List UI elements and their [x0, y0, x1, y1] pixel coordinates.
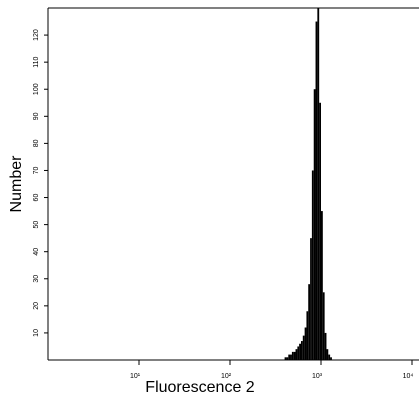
bar	[290, 354, 292, 360]
bar	[284, 357, 287, 360]
bar	[311, 170, 314, 360]
x-tick-label: 10⁴	[403, 373, 414, 380]
bar	[297, 346, 300, 360]
bar	[308, 284, 311, 360]
x-tick-label: 10²	[221, 373, 232, 380]
bar	[330, 357, 332, 360]
y-tick-label: 30	[33, 275, 40, 283]
bar	[295, 349, 298, 360]
bar	[306, 311, 309, 360]
bar	[291, 351, 294, 360]
bar	[301, 341, 303, 360]
bar	[321, 211, 323, 360]
bar	[288, 354, 291, 360]
bar	[324, 332, 327, 360]
y-tick-label: 90	[33, 112, 40, 120]
x-tick-label: 10³	[312, 373, 323, 380]
y-tick-label: 120	[33, 29, 40, 41]
y-tick-label: 80	[33, 139, 40, 147]
bar	[328, 354, 331, 360]
y-tick-label: 50	[33, 221, 40, 229]
y-axis-title: Number	[8, 155, 25, 213]
bar	[315, 21, 318, 361]
bar	[313, 89, 316, 360]
bar	[286, 357, 289, 360]
bar	[326, 349, 329, 360]
bar	[293, 351, 296, 360]
y-tick-label: 60	[33, 194, 40, 202]
y-tick-label: 10	[33, 329, 40, 337]
y-tick-label: 100	[33, 83, 40, 95]
x-tick-label: 10¹	[130, 373, 141, 380]
x-axis-title: Fluorescence 2	[145, 379, 254, 396]
bar	[304, 327, 307, 360]
bar	[322, 292, 325, 360]
y-tick-label: 20	[33, 302, 40, 310]
y-tick-label: 40	[33, 248, 40, 256]
bar	[299, 343, 302, 360]
bar	[319, 102, 321, 361]
y-tick-label: 110	[33, 56, 40, 67]
bar	[302, 335, 305, 360]
bar	[317, 8, 320, 360]
y-tick-label: 70	[33, 166, 40, 174]
bar	[310, 238, 312, 360]
